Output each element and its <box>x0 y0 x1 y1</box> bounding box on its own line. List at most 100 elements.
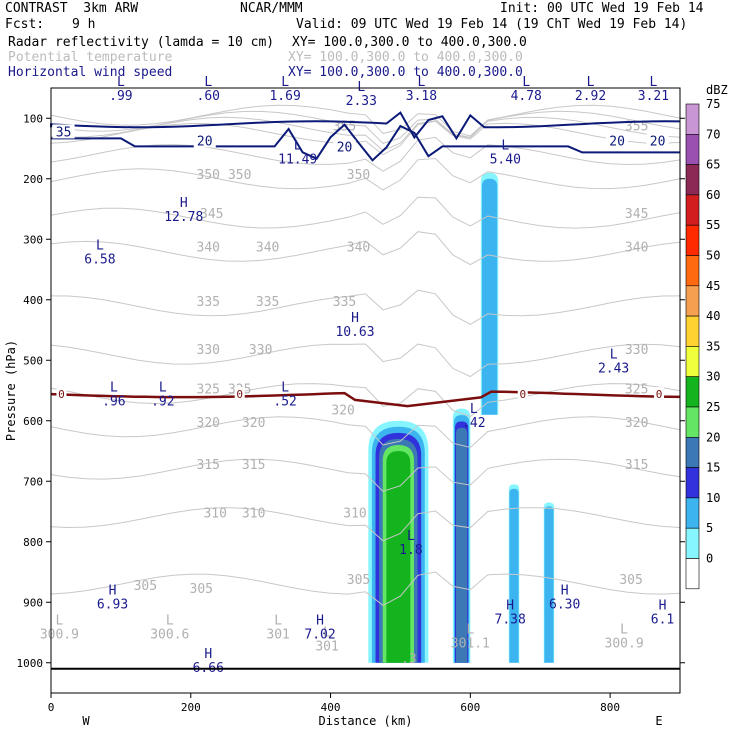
theta-label-11: 335 <box>197 295 220 310</box>
colorbar-label-65: 65 <box>706 158 720 172</box>
wind-extremum-value-14: .96 <box>102 395 125 410</box>
theta-label-2: 350 <box>197 168 220 183</box>
wind-label-3: 20 <box>609 134 625 149</box>
colorbar-label-50: 50 <box>706 249 720 263</box>
wind-extremum-mark-1: L <box>204 75 212 90</box>
theta-extremum-mark-0: L <box>55 614 63 629</box>
theta-contour-7 <box>50 231 681 266</box>
reflectivity-cell-2-level-10 <box>481 178 498 415</box>
theta-label-21: 320 <box>242 416 265 431</box>
wind-extremum-mark-13: L <box>610 347 618 362</box>
y-tick-label-7: 800 <box>23 536 43 549</box>
colorbar-swatch-5 <box>685 527 700 559</box>
zero-mark-0: 0 <box>58 388 65 401</box>
zero-mark-bg-3 <box>654 387 665 400</box>
wind-extremum-value-13: 2.43 <box>598 361 629 376</box>
y-tick-label-0: 100 <box>23 112 43 125</box>
wind-extremum-mark-10: H <box>180 196 188 211</box>
fcst-label: Fcst: <box>5 17 45 32</box>
wind-extremum-value-20: 6.30 <box>549 597 580 612</box>
field-2-xy: XY= 100.0,300.0 to 400.0,300.0 <box>288 50 523 65</box>
theta-label-4: 350 <box>347 168 370 183</box>
wind-extremum-value-18: 1.8 <box>399 543 422 558</box>
y-tick-label-5: 600 <box>23 415 43 428</box>
y-axis-label: Pressure (hPa) <box>4 340 18 441</box>
theta-label-29: 310 <box>343 507 366 522</box>
zero-mark-1: 0 <box>236 388 243 401</box>
center-label: NCAR/MMM <box>240 1 303 16</box>
theta-label-23: 320 <box>625 416 648 431</box>
theta-contour-11 <box>50 416 681 449</box>
theta-label-8: 340 <box>256 240 279 255</box>
theta-label-19: 325 <box>625 383 648 398</box>
colorbar-label-70: 70 <box>706 127 720 141</box>
wind-extremum-value-10: 12.78 <box>164 210 203 225</box>
wind-extremum-mark-6: L <box>587 75 595 90</box>
wind-extremum-mark-17: L <box>470 402 478 417</box>
wind-extremum-value-11: 6.58 <box>84 252 115 267</box>
wind-extremum-value-15: .92 <box>151 395 174 410</box>
theta-extremum-value-4: 301.1 <box>451 637 490 652</box>
wind-extremum-mark-14: L <box>110 381 118 396</box>
theta-extremum-mark-4: L <box>466 623 474 638</box>
wind-extremum-value-4: 3.18 <box>406 89 437 104</box>
wind-extremum-mark-5: L <box>522 75 530 90</box>
wind-extremum-value-7: 3.21 <box>638 89 669 104</box>
wind-extremum-mark-23: H <box>316 614 324 629</box>
colorbar-swatch-70 <box>685 134 700 165</box>
wind-label-bg-1 <box>193 133 216 148</box>
field-1-name: Radar reflectivity (lamda = 10 cm) <box>8 35 275 50</box>
colorbar-swatch-60 <box>685 194 700 226</box>
wind-extremum-mark-16: L <box>281 381 289 396</box>
colorbar-swatch-50 <box>685 255 700 287</box>
model-title: CONTRAST 3km ARW <box>5 1 139 16</box>
wind-extremum-mark-3: L <box>357 80 365 95</box>
wind-extremum-value-21: 7.38 <box>495 612 526 627</box>
reflectivity-cell-0-level-30 <box>386 451 411 663</box>
colorbar-swatch-0 <box>685 558 700 590</box>
wind-extremum-value-0: .99 <box>109 89 132 104</box>
wind-extremum-mark-9: L <box>501 139 509 154</box>
theta-label-1: 355 <box>625 119 648 134</box>
theta-label-10: 340 <box>625 240 648 255</box>
wind-extremum-mark-15: L <box>159 381 167 396</box>
colorbar-unit: dBZ <box>706 83 728 97</box>
theta-label-28: 310 <box>242 507 265 522</box>
theta-contour-12 <box>50 458 681 492</box>
x-tick-label-4: 800 <box>600 701 620 714</box>
wind-label-2: 20 <box>337 141 353 156</box>
wind-label-0: 35 <box>56 125 72 140</box>
wind-extremum-mark-12: H <box>351 311 359 326</box>
theta-label-3: 350 <box>228 168 251 183</box>
zero-mark-bg-2 <box>517 387 528 400</box>
wind-extremum-mark-7: L <box>650 75 658 90</box>
zero-mark-3: 0 <box>656 388 663 401</box>
zero-mark-bg-0 <box>56 387 67 400</box>
theta-contour-5 <box>50 157 681 191</box>
plot-frame <box>50 87 681 694</box>
zero-isotherm-layer: 0 0 0 0 <box>50 387 681 408</box>
colorbar-swatch-15 <box>685 467 700 499</box>
field-3-name: Horizontal wind speed <box>8 65 173 80</box>
theta-contour-10 <box>50 383 681 418</box>
colorbar-swatch-55 <box>685 224 700 256</box>
init-time: Init: 00 UTC Wed 19 Feb 14 <box>500 1 704 16</box>
colorbar-label-60: 60 <box>706 188 720 202</box>
wind-extremum-mark-0: L <box>117 75 125 90</box>
wind-contour-layer: 35 20 20 20 20 <box>50 111 681 162</box>
wind-extremum-mark-18: L <box>407 529 415 544</box>
wind-extremum-mark-11: L <box>96 238 104 253</box>
colorbar-swatch-45 <box>685 285 700 317</box>
y-tick-label-8: 900 <box>23 596 43 609</box>
wind-extremum-mark-21: H <box>506 598 514 613</box>
theta-label-13: 335 <box>333 295 356 310</box>
wind-extremum-value-22: 6.1 <box>651 612 674 627</box>
theta-extremum-value-0: 300.9 <box>40 628 79 643</box>
wind-extremum-value-12: 10.63 <box>335 325 374 340</box>
fcst-value: 9 h <box>72 17 96 32</box>
colorbar-label-75: 75 <box>706 97 720 111</box>
colorbar-label-55: 55 <box>706 218 720 232</box>
theta-label-12: 335 <box>256 295 279 310</box>
zero-mark-2: 0 <box>519 388 526 401</box>
y-tick-label-6: 700 <box>23 475 43 488</box>
